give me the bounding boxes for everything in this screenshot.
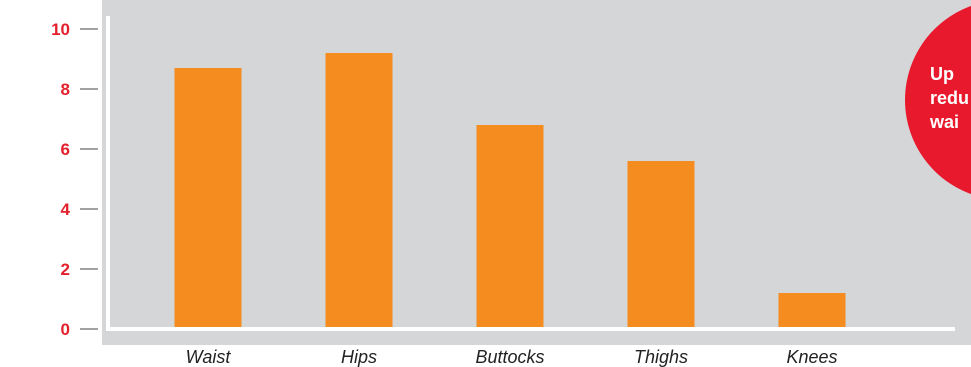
y-axis-panel [0, 0, 102, 367]
y-tick-label: 0 [61, 320, 70, 339]
callout-circle [905, 5, 971, 195]
y-ticks-group: 0 2 4 6 8 10 [51, 20, 98, 339]
bar-thighs [627, 161, 695, 329]
y-tick-label: 4 [61, 200, 71, 219]
bars-group [174, 53, 846, 329]
x-labels-group: Waist Hips Buttocks Thighs Knees [186, 347, 838, 367]
callout-line-2: redu [930, 88, 969, 108]
y-tick-label: 8 [61, 80, 70, 99]
x-tick-label-waist: Waist [186, 347, 232, 367]
x-tick-label-hips: Hips [341, 347, 377, 367]
y-tick-label: 2 [61, 260, 70, 279]
callout-badge: Up redu wai [905, 5, 971, 195]
bar-hips [325, 53, 393, 329]
callout-line-3: wai [929, 112, 959, 132]
bar-buttocks [476, 125, 544, 329]
bar-knees [778, 293, 846, 329]
x-tick-label-thighs: Thighs [634, 347, 688, 367]
bar-waist [174, 68, 242, 329]
callout-line-1: Up [930, 64, 954, 84]
y-tick-label: 6 [61, 140, 70, 159]
x-tick-label-buttocks: Buttocks [475, 347, 544, 367]
x-tick-label-knees: Knees [786, 347, 837, 367]
axes-group [106, 16, 955, 331]
y-tick-label: 10 [51, 20, 70, 39]
